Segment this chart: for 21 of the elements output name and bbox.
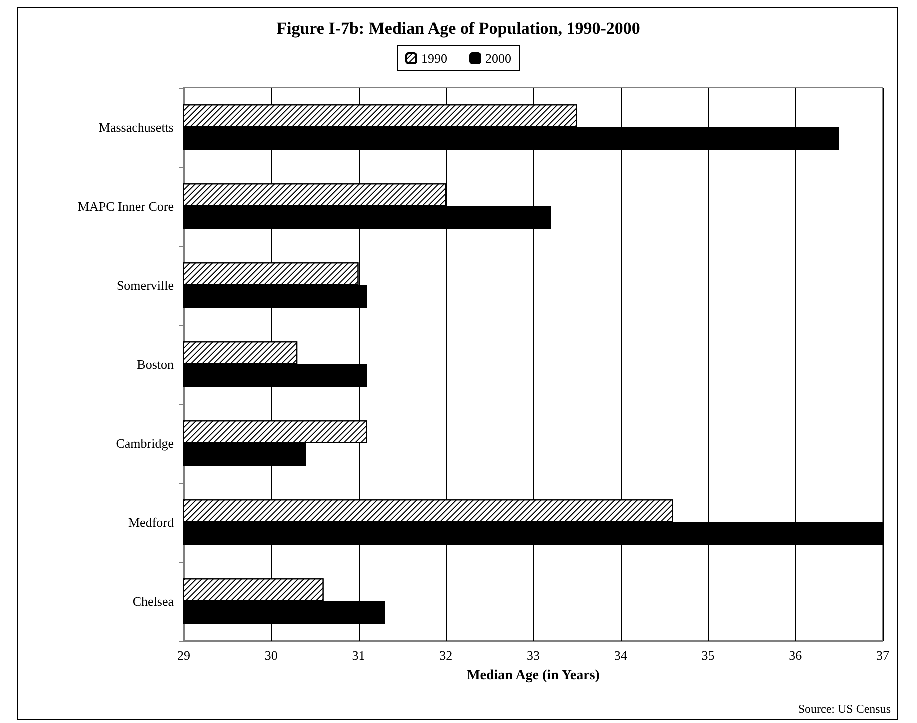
x-tick-label: 31 xyxy=(352,648,366,663)
y-tick-label: Boston xyxy=(137,357,174,372)
legend-label: 1990 xyxy=(422,51,448,66)
y-tick-label: Medford xyxy=(128,515,174,530)
x-tick-label: 36 xyxy=(789,648,803,663)
x-axis-title: Median Age (in Years) xyxy=(467,668,600,684)
x-tick-label: 37 xyxy=(876,648,890,663)
legend-label: 2000 xyxy=(486,51,512,66)
y-tick-label: Cambridge xyxy=(116,436,174,451)
x-tick-label: 29 xyxy=(178,648,190,663)
x-tick-label: 30 xyxy=(264,648,278,663)
x-tick-label: 33 xyxy=(527,648,540,663)
x-tick-label: 32 xyxy=(440,648,453,663)
x-tick-label: 35 xyxy=(702,648,715,663)
x-tick-label: 34 xyxy=(614,648,628,663)
y-tick-label: Somerville xyxy=(116,278,174,293)
y-tick-label: Chelsea xyxy=(132,594,174,609)
chart-title: Figure I-7b: Median Age of Population, 1990-2000 xyxy=(276,19,640,38)
y-tick-label: MAPC Inner Core xyxy=(78,199,174,214)
source-note: Source: US Census xyxy=(798,702,892,716)
y-tick-label: Massachusetts xyxy=(98,120,174,135)
